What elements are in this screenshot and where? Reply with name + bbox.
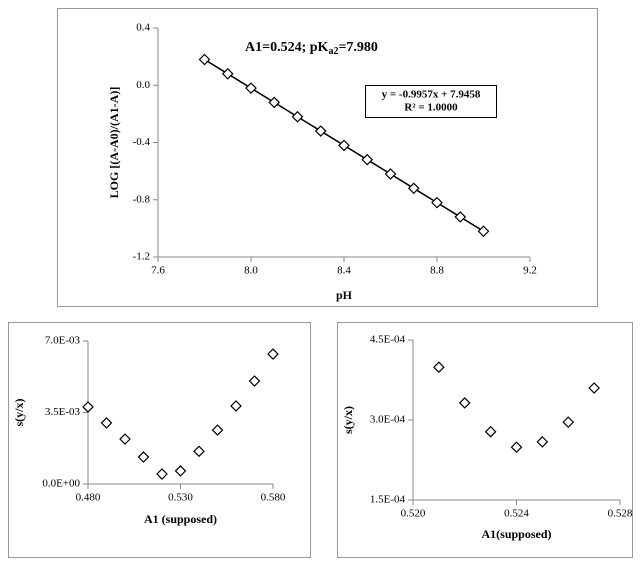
point: [230, 400, 242, 412]
point: [221, 67, 234, 80]
point: [314, 125, 327, 137]
x-tick-label: 0.580: [261, 492, 286, 504]
title-part: A1=0.524; pK: [245, 40, 329, 55]
y-tick-label: -1.2: [133, 251, 150, 263]
x-tick-label: 0.530: [168, 492, 193, 504]
chart-frame: [8, 322, 311, 558]
y-axis-label: s(y/x): [341, 406, 355, 434]
point: [100, 417, 113, 429]
point: [384, 168, 397, 180]
chart-frame: [337, 322, 633, 558]
point: [267, 348, 279, 360]
point: [137, 451, 150, 463]
title-part: =7.980: [338, 40, 377, 55]
point: [174, 465, 187, 477]
point: [588, 382, 600, 394]
annotation: R² = 1.0000: [404, 102, 458, 114]
y-axis-label: s(y/x): [12, 399, 26, 427]
x-tick-label: 0.524: [504, 508, 529, 520]
x-tick-label: 0.480: [76, 492, 101, 504]
point: [562, 416, 575, 428]
point: [291, 110, 304, 123]
y-tick-label: 0.0: [136, 79, 150, 91]
point: [82, 401, 94, 413]
y-axis-label: LOG [(A-A0)/(A1-A)]: [107, 87, 121, 199]
x-tick-label: 7.6: [151, 265, 165, 277]
point: [211, 424, 224, 436]
point: [407, 182, 420, 195]
x-axis-label: A1 (supposed): [144, 512, 217, 526]
point: [484, 425, 497, 438]
point: [245, 82, 257, 94]
point: [156, 468, 168, 480]
y-tick-label: -0.4: [133, 136, 151, 148]
point: [193, 445, 205, 458]
y-tick-label: 1.5E-04: [370, 494, 406, 506]
y-tick-label: -0.8: [133, 193, 151, 205]
y-tick-label: 3.5E-03: [45, 406, 81, 418]
point: [454, 211, 467, 223]
annotation: y = -0.9957x + 7.9458: [382, 89, 481, 101]
point: [198, 53, 211, 66]
point: [458, 397, 471, 409]
x-axis-label: pH: [336, 288, 353, 302]
point: [431, 196, 443, 209]
y-tick-label: 0.0E+00: [42, 478, 80, 490]
y-tick-label: 3.0E-04: [370, 414, 406, 426]
x-tick-label: 8.0: [244, 265, 258, 277]
annotation-box: [365, 85, 497, 118]
point: [510, 441, 523, 454]
x-axis-label: A1(supposed): [481, 527, 551, 541]
point: [248, 375, 261, 387]
x-tick-label: 0.520: [401, 508, 426, 520]
point: [361, 153, 374, 166]
point: [268, 96, 281, 109]
point: [477, 225, 490, 238]
y-tick-label: 4.5E-04: [370, 334, 406, 346]
chart-title: A1=0.524; pKa2=7.980: [245, 40, 378, 57]
x-tick-label: 8.8: [430, 265, 444, 277]
title-subscript: a2: [328, 46, 338, 57]
point: [338, 139, 350, 152]
x-tick-label: 9.2: [523, 265, 537, 277]
point: [433, 361, 445, 374]
point: [536, 436, 549, 448]
x-tick-label: 0.528: [608, 508, 633, 520]
y-tick-label: 0.4: [136, 22, 150, 34]
point: [119, 433, 131, 445]
y-tick-label: 7.0E-03: [45, 335, 81, 347]
x-tick-label: 8.4: [337, 265, 351, 277]
